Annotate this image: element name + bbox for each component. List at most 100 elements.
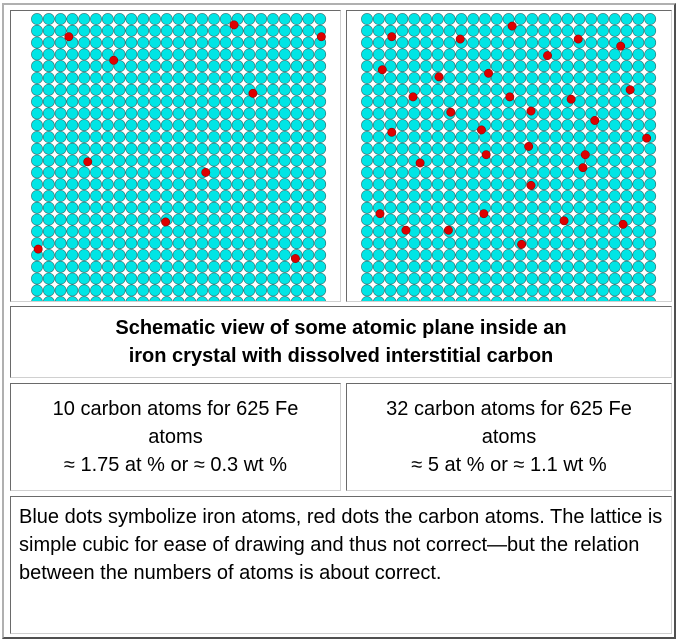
- iron-atom: [314, 237, 327, 250]
- iron-atom: [467, 284, 480, 297]
- iron-atom: [420, 60, 432, 73]
- iron-atom: [384, 95, 397, 108]
- iron-atom: [208, 131, 220, 143]
- iron-atom: [137, 119, 150, 132]
- iron-atom: [443, 119, 456, 132]
- iron-atom: [290, 24, 303, 37]
- iron-atom: [54, 119, 67, 132]
- iron-atom: [42, 60, 55, 73]
- iron-atom: [526, 237, 539, 250]
- iron-atom: [632, 72, 645, 84]
- iron-atom: [361, 213, 373, 226]
- iron-atom: [125, 60, 138, 73]
- iron-atom: [184, 213, 197, 226]
- iron-atom: [644, 72, 657, 84]
- iron-atom: [196, 13, 209, 25]
- iron-atom: [78, 249, 91, 261]
- iron-atom: [573, 48, 586, 61]
- iron-atom: [561, 107, 574, 120]
- carbon-atom: [578, 163, 588, 173]
- iron-atom: [184, 95, 197, 108]
- iron-atom: [66, 249, 79, 261]
- iron-atom: [514, 166, 527, 179]
- iron-atom: [255, 13, 268, 25]
- iron-atom: [420, 178, 432, 191]
- carbon-atom: [33, 244, 43, 254]
- iron-atom: [31, 72, 43, 84]
- iron-atom: [396, 284, 409, 297]
- iron-atom: [549, 83, 562, 96]
- iron-atom: [90, 178, 102, 191]
- iron-atom: [137, 284, 150, 297]
- iron-atom: [479, 13, 491, 25]
- iron-atom: [278, 225, 291, 238]
- iron-atom: [597, 225, 609, 238]
- iron-atom: [219, 237, 232, 250]
- iron-atom: [78, 190, 91, 202]
- carbon-atom: [443, 225, 453, 235]
- iron-atom: [290, 260, 303, 273]
- iron-atom: [549, 237, 562, 250]
- iron-atom: [267, 201, 279, 214]
- iron-atom: [549, 190, 562, 202]
- iron-atom: [514, 296, 527, 301]
- iron-atom: [172, 72, 185, 84]
- iron-atom: [267, 260, 279, 273]
- iron-atom: [620, 72, 633, 84]
- carbon-atom: [161, 217, 171, 227]
- iron-atom: [632, 24, 645, 37]
- iron-atom: [514, 142, 527, 155]
- iron-atom: [384, 166, 397, 179]
- iron-atom: [149, 83, 161, 96]
- iron-atom: [479, 225, 491, 238]
- iron-atom: [290, 213, 303, 226]
- iron-atom: [479, 272, 491, 285]
- iron-atom: [361, 260, 373, 273]
- iron-atom: [101, 131, 114, 143]
- iron-atom: [479, 24, 491, 37]
- iron-atom: [372, 249, 385, 261]
- iron-atom: [314, 178, 327, 191]
- iron-atom: [54, 237, 67, 250]
- iron-atom: [526, 213, 539, 226]
- iron-atom: [90, 166, 102, 179]
- iron-atom: [196, 284, 209, 297]
- iron-atom: [137, 190, 150, 202]
- iron-atom: [125, 48, 138, 61]
- iron-atom: [90, 272, 102, 285]
- iron-atom: [455, 237, 468, 250]
- iron-atom: [90, 201, 102, 214]
- iron-atom: [149, 166, 161, 179]
- iron-atom: [561, 284, 574, 297]
- iron-atom: [608, 83, 621, 96]
- iron-atom: [267, 131, 279, 143]
- iron-atom: [42, 249, 55, 261]
- iron-atom: [149, 142, 161, 155]
- iron-atom: [372, 142, 385, 155]
- iron-atom: [90, 142, 102, 155]
- carbon-atom: [505, 92, 515, 102]
- iron-atom: [137, 36, 150, 49]
- iron-atom: [160, 237, 173, 250]
- iron-atom: [160, 272, 173, 285]
- iron-atom: [243, 272, 256, 285]
- iron-atom: [620, 249, 633, 261]
- iron-atom: [573, 95, 586, 108]
- iron-atom: [420, 36, 432, 49]
- iron-atom: [54, 95, 67, 108]
- iron-atom: [78, 296, 90, 301]
- iron-atom: [255, 119, 268, 132]
- iron-atom: [361, 142, 373, 155]
- iron-atom: [490, 95, 503, 108]
- iron-atom: [125, 213, 138, 226]
- iron-atom: [455, 60, 468, 73]
- iron-atom: [101, 24, 114, 37]
- iron-atom: [172, 48, 185, 61]
- iron-atom: [149, 48, 161, 61]
- iron-atom: [196, 201, 209, 214]
- iron-atom: [160, 131, 173, 143]
- iron-atom: [208, 272, 220, 285]
- iron-atom: [420, 225, 432, 238]
- iron-atom: [231, 213, 244, 226]
- iron-atom: [644, 213, 657, 226]
